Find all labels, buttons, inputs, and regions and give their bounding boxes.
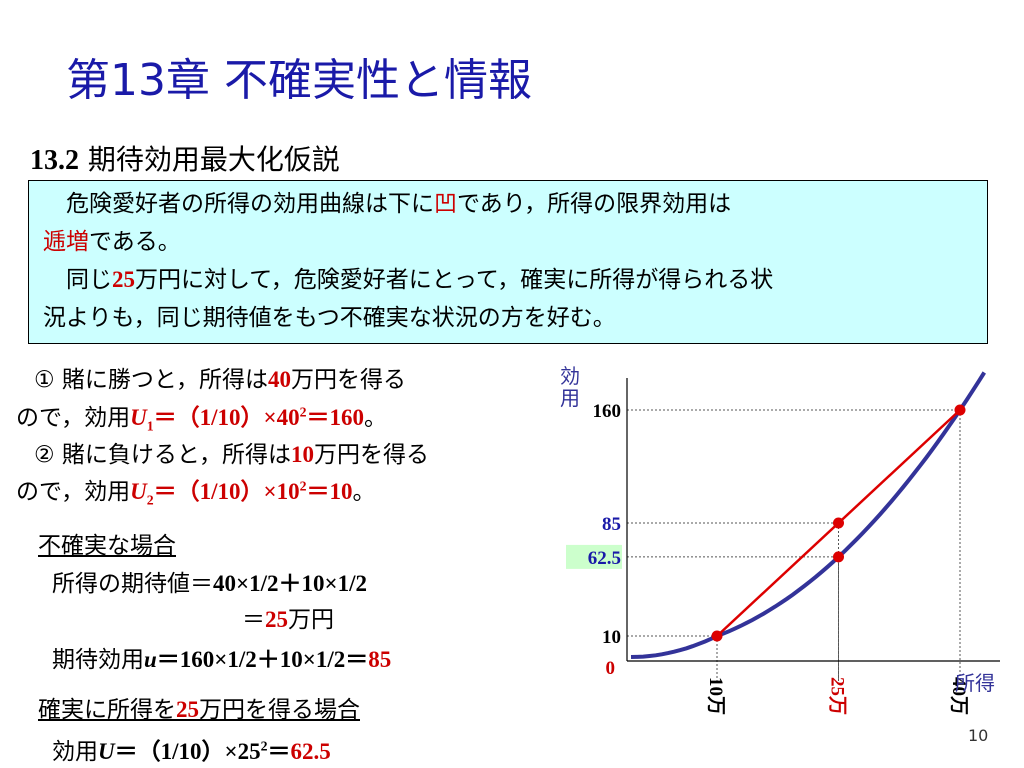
text: ので，効用 — [16, 405, 131, 431]
value-85: 85 — [368, 647, 392, 672]
chart-lines — [630, 371, 986, 659]
text: 期待効用 — [52, 647, 144, 673]
data-point-1 — [833, 517, 844, 529]
subscript: 2 — [146, 492, 154, 508]
text: 万円を得る場合 — [199, 697, 360, 723]
y-tick-label-1: 85 — [602, 514, 621, 535]
formula: ＝ — [267, 739, 291, 764]
text: 万円を得る — [314, 442, 430, 468]
subscript: 1 — [146, 418, 154, 434]
chart-axes — [626, 378, 1000, 662]
text: 所得の期待値＝ — [52, 571, 213, 597]
text: 万円 — [288, 607, 334, 633]
text: ② 賭に負けると，所得は — [34, 442, 292, 468]
u-symbol: U — [98, 739, 115, 764]
certain-utility-line: 効用U＝（1/10）×252＝62.5 — [52, 732, 331, 766]
y-tick-bg-2 — [566, 544, 622, 569]
section-title: 期待効用最大化仮説 — [79, 143, 340, 176]
x-tick-label-1: 25万 — [827, 677, 848, 715]
x-axis-title: 所得 — [955, 671, 995, 695]
utility-u2-line: ので，効用U2＝（1/10）×102＝10。 — [16, 472, 376, 509]
box-text: であり，所得の限界効用は — [457, 191, 732, 217]
box-text: 万円に対して，危険愛好者にとって，確実に所得が得られる状 — [135, 267, 774, 293]
expected-income-line: 所得の期待値＝40×1/2＋10×1/2 — [52, 564, 367, 598]
formula: ＝（1/10）×40 — [153, 405, 300, 430]
chart-guides — [627, 409, 961, 681]
expected-income-result: ＝25万円 — [242, 600, 334, 634]
y-tick-label-4: 0 — [606, 658, 616, 679]
text: 万円を得る — [291, 367, 407, 393]
uncertain-heading: 不確実な場合 — [38, 533, 176, 559]
box-highlight: 凹 — [434, 191, 457, 217]
data-point-2 — [833, 551, 844, 563]
value-10: 10 — [291, 442, 315, 467]
explanation-box: 危険愛好者の所得の効用曲線は下に凹であり，所得の限界効用は 逓増である。 同じ2… — [28, 180, 988, 344]
u-symbol: u — [144, 647, 157, 672]
x-tick-label-0: 10万 — [705, 677, 726, 715]
text: 。 — [352, 479, 376, 505]
data-point-0 — [711, 630, 723, 642]
box-line-4: 況よりも，同じ期待値をもつ不確実な状況の方を好む。 — [43, 305, 616, 331]
text: ① 賭に勝つと，所得は — [34, 367, 269, 393]
formula: ＝（1/10）×10 — [153, 479, 300, 504]
text: 効用 — [52, 739, 98, 765]
text: ので，効用 — [16, 479, 131, 505]
box-text: である。 — [89, 229, 181, 255]
box-text: 危険愛好者の所得の効用曲線は下に — [43, 191, 434, 217]
page-number: 10 — [968, 726, 989, 745]
text: 。 — [364, 405, 388, 431]
certain-heading: 確実に所得を25万円を得る場合 — [38, 690, 360, 724]
case-win-line: ① 賭に勝つと，所得は40万円を得る — [34, 360, 406, 394]
formula: ＝160×1/2＋10×1/2＝ — [156, 647, 369, 672]
utility-curve — [630, 371, 986, 659]
value-62-5: 62.5 — [290, 739, 331, 764]
value-25: 25 — [176, 697, 199, 722]
value-25: 25 — [265, 607, 288, 632]
formula: ＝160 — [306, 405, 365, 430]
box-line-3: 同じ25万円に対して，危険愛好者にとって，確実に所得が得られる状 — [43, 261, 977, 299]
box-highlight: 逓増 — [43, 229, 89, 255]
u-symbol: U — [130, 479, 147, 504]
section-heading: 13.2 期待効用最大化仮説 — [30, 138, 340, 178]
expected-utility-line: 期待効用u＝160×1/2＋10×1/2＝85 — [52, 640, 391, 674]
y-axis-title-char-0: 効 — [560, 364, 580, 388]
box-highlight: 25 — [112, 267, 135, 292]
text: 確実に所得を — [38, 697, 176, 723]
case-lose-line: ② 賭に負けると，所得は10万円を得る — [34, 435, 429, 469]
text: ＝ — [242, 607, 265, 633]
formula: ＝10 — [306, 479, 353, 504]
superscript: 2 — [299, 404, 307, 420]
slide-title: 第13章 不確実性と情報 — [66, 55, 532, 106]
superscript: 2 — [260, 738, 268, 754]
formula: ＝（1/10）×25 — [114, 739, 261, 764]
y-axis-title-char-1: 用 — [560, 386, 580, 410]
data-point-3 — [954, 404, 966, 416]
x-tick-label-2: 40万 — [948, 677, 969, 715]
box-line-1: 危険愛好者の所得の効用曲線は下に凹であり，所得の限界効用は — [43, 185, 977, 223]
section-number: 13.2 — [30, 145, 79, 176]
box-text: 同じ — [43, 267, 112, 293]
y-tick-label-2: 62.5 — [588, 548, 621, 569]
value-40: 40 — [268, 367, 292, 392]
box-line-2: 逓増である。 — [43, 223, 977, 261]
superscript: 2 — [299, 478, 307, 494]
formula: 40×1/2＋10×1/2 — [213, 571, 367, 596]
y-tick-label-0: 160 — [593, 401, 622, 422]
chart-points — [711, 404, 966, 642]
y-tick-label-3: 10 — [602, 627, 621, 648]
u-symbol: U — [130, 405, 147, 430]
utility-u1-line: ので，効用U1＝（1/10）×402＝160。 — [16, 398, 387, 435]
